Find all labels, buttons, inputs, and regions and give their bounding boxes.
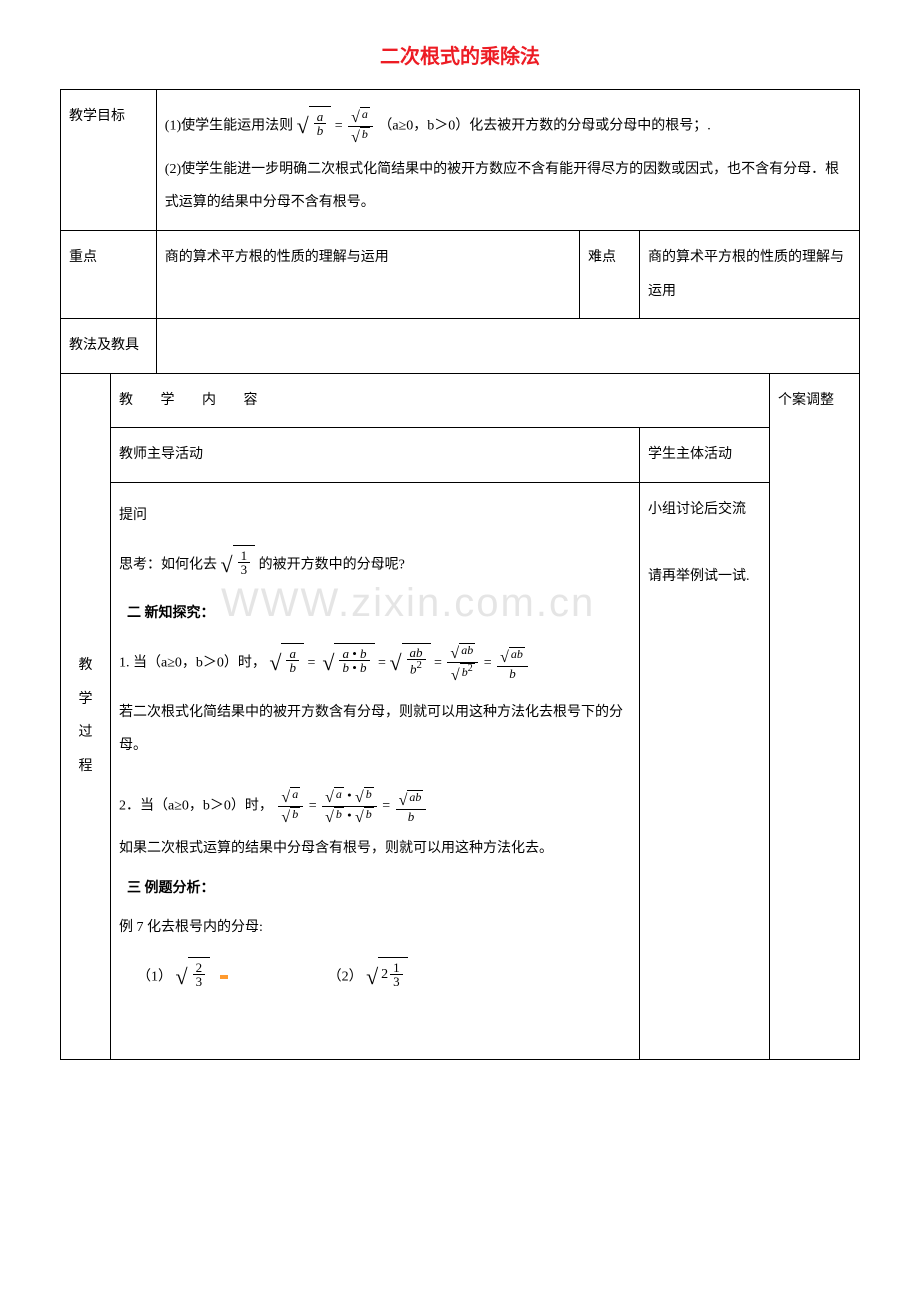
- orange-dot-icon: [220, 975, 228, 979]
- outer-table: 教学目标 (1)使学生能运用法则 √ab = √a√b （a≥0，b＞0）化去被…: [60, 89, 860, 1060]
- diff-text: 商的算术平方根的性质的理解与运用: [640, 230, 860, 318]
- main-content-row: WWW.zixin.com.cn 提问 思考：如何化去 √13 的被开方数中的分…: [61, 482, 860, 1059]
- f2-step2-icon: √a • √b√b • √b: [322, 787, 377, 826]
- teacher-p6: 如果二次根式运算的结果中分母含有根号，则就可以用这种方法化去。: [119, 832, 631, 866]
- method-content: [156, 319, 859, 374]
- formula-2: 2．当（a≥0，b＞0）时， √a√b = √a • √b√b • √b = √…: [119, 787, 631, 826]
- goals-content: (1)使学生能运用法则 √ab = √a√b （a≥0，b＞0）化去被开方数的分…: [156, 90, 859, 231]
- teacher-p2b: 的被开方数中的分母呢?: [259, 557, 405, 572]
- content-heading: 教 学 内 容: [111, 373, 770, 428]
- process-vertical-label: 教 学 过 程: [61, 373, 111, 1059]
- key-text: 商的算术平方根的性质的理解与运用: [156, 230, 579, 318]
- teacher-p2a: 思考：如何化去: [119, 557, 221, 572]
- ex1-label: （1）: [137, 969, 172, 984]
- sub-heading-row: 教师主导活动 学生主体活动: [61, 428, 860, 483]
- goals-line1a: (1)使学生能运用法则: [165, 119, 293, 134]
- f1-step3-icon: √abb2: [389, 637, 430, 690]
- lesson-plan-table: 教学目标 (1)使学生能运用法则 √ab = √a√b （a≥0，b＞0）化去被…: [60, 89, 860, 1060]
- f2-step1-icon: √a√b: [278, 787, 303, 826]
- vlabel-char-3: 程: [79, 759, 93, 774]
- teacher-p7: 例 7 化去根号内的分母:: [119, 911, 631, 945]
- method-label: 教法及教具: [61, 319, 157, 374]
- section-3-heading: 三 例题分析：: [127, 872, 631, 906]
- goals-line1b: （a≥0，b＞0）化去被开方数的分母或分母中的根号；.: [378, 119, 710, 134]
- vlabel-char-2: 过: [79, 725, 93, 740]
- sqrt-one-third-icon: √13: [221, 539, 256, 592]
- adjust-heading: 个案调整: [770, 373, 860, 1059]
- example-row: （1） √23 （2） √213: [137, 951, 631, 1004]
- example-2: （2） √213: [328, 951, 408, 1004]
- method-row: 教法及教具: [61, 319, 860, 374]
- content-heading-row: 教 学 过 程 教 学 内 容 个案调整: [61, 373, 860, 428]
- student-heading: 学生主体活动: [640, 428, 770, 483]
- student-s1: 小组讨论后交流: [648, 493, 761, 527]
- ex2-expr-icon: √213: [366, 951, 408, 1004]
- goals-row: 教学目标 (1)使学生能运用法则 √ab = √a√b （a≥0，b＞0）化去被…: [61, 90, 860, 231]
- teacher-p3a: 1. 当（a≥0，b＞0）时，: [119, 656, 266, 671]
- teacher-p1: 提问: [119, 499, 631, 533]
- f1-step5-icon: √abb: [497, 647, 528, 680]
- page-title: 二次根式的乘除法: [60, 40, 860, 69]
- diff-label: 难点: [580, 230, 640, 318]
- sqrt-a-over-b-icon: √ab: [297, 100, 332, 153]
- teacher-main-content: WWW.zixin.com.cn 提问 思考：如何化去 √13 的被开方数中的分…: [111, 482, 640, 1059]
- f1-step2-icon: √a • bb • b: [322, 637, 374, 690]
- f1-step4-icon: √ab√b2: [447, 643, 478, 684]
- student-s2: 请再举例试一试.: [648, 560, 761, 594]
- goals-label: 教学目标: [61, 90, 157, 231]
- student-main-content: 小组讨论后交流 请再举例试一试.: [640, 482, 770, 1059]
- frac-sqrta-sqrtb-icon: √a√b: [348, 107, 373, 146]
- ex1-expr-icon: √23: [176, 951, 211, 1004]
- goals-line2: (2)使学生能进一步明确二次根式化简结果中的被开方数应不含有能开得尽方的因数或因…: [165, 153, 851, 220]
- teacher-p5a: 2．当（a≥0，b＞0）时，: [119, 799, 276, 814]
- section-2-heading: 二 新知探究：: [127, 597, 631, 631]
- formula-1: 1. 当（a≥0，b＞0）时， √ab = √a • bb • b = √abb…: [119, 637, 631, 690]
- f1-step1-icon: √ab: [269, 637, 304, 690]
- ex2-label: （2）: [328, 969, 363, 984]
- vlabel-char-1: 学: [79, 692, 93, 707]
- f2-step3-icon: √abb: [396, 790, 427, 823]
- key-label: 重点: [61, 230, 157, 318]
- teacher-heading: 教师主导活动: [111, 428, 640, 483]
- teacher-p2: 思考：如何化去 √13 的被开方数中的分母呢?: [119, 539, 631, 592]
- key-diff-row: 重点 商的算术平方根的性质的理解与运用 难点 商的算术平方根的性质的理解与运用: [61, 230, 860, 318]
- content-heading-text: 教 学 内 容: [119, 393, 270, 408]
- example-1: （1） √23: [137, 951, 228, 1004]
- vlabel-char-0: 教: [79, 658, 93, 673]
- teacher-p4: 若二次根式化简结果中的被开方数含有分母，则就可以用这种方法化去根号下的分母。: [119, 696, 631, 763]
